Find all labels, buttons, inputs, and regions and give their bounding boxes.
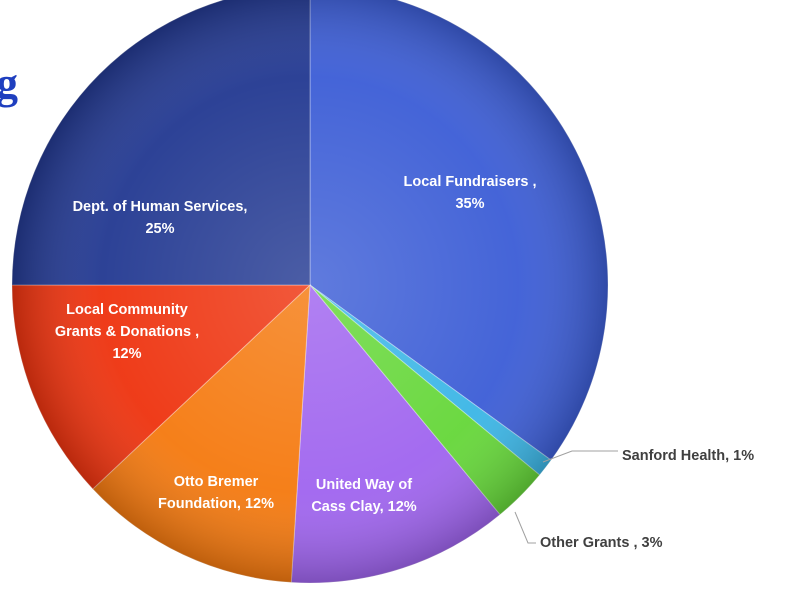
data-label-sanford-health: Sanford Health, 1%	[622, 448, 754, 464]
leader-line-sanford-health	[542, 450, 618, 463]
leader-line-other-grants	[514, 511, 536, 544]
data-label-otto-bremer-foundation: Otto Bremer Foundation, 12%	[158, 474, 274, 512]
pie-slice-dept-of-human-services	[11, 0, 311, 286]
data-label-local-fundraisers: Local Fundraisers , 35%	[404, 174, 537, 212]
data-label-local-community-grants-donations: Local Community Grants & Donations , 12%	[55, 302, 199, 362]
data-label-other-grants: Other Grants , 3%	[540, 535, 663, 551]
data-label-dept-of-human-services: Dept. of Human Services, 25%	[73, 199, 248, 237]
data-label-united-way-of-cass-clay: United Way of Cass Clay, 12%	[311, 477, 416, 515]
